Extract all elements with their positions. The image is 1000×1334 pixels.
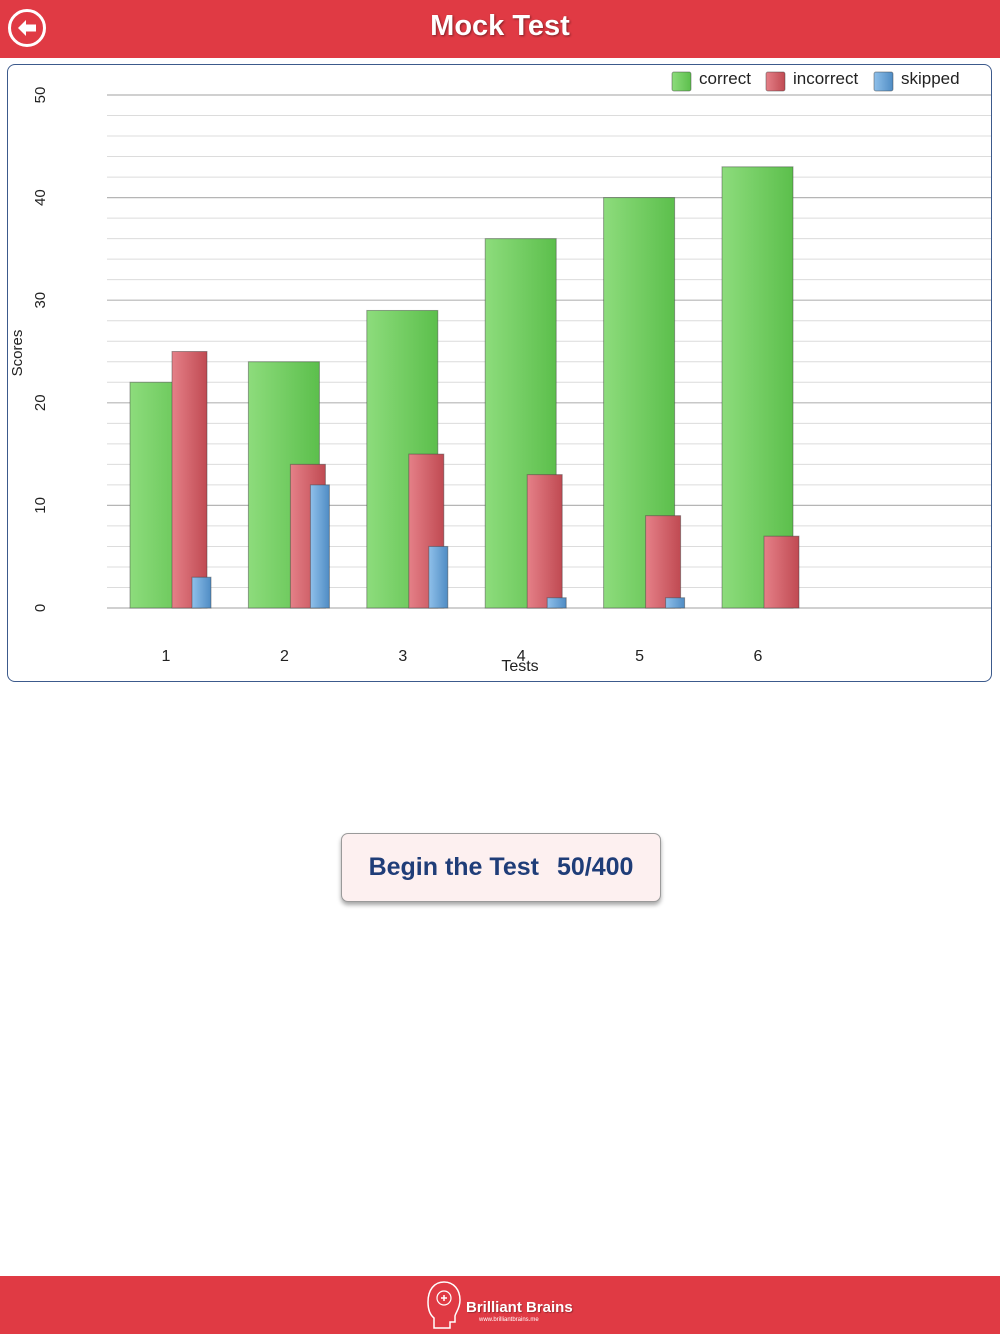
back-arrow-icon: [18, 20, 36, 36]
legend-swatch-incorrect: [765, 71, 786, 92]
begin-test-label: Begin the Test: [368, 853, 539, 881]
brain-head-logo-icon: [427, 1281, 461, 1329]
footer-bar: Brilliant Brains www.brilliantbrains.me: [0, 1276, 1000, 1334]
bar-skipped: [309, 484, 330, 609]
y-tick-label: 10: [32, 497, 49, 514]
y-tick-label: 30: [32, 292, 49, 309]
legend-swatch-correct: [671, 71, 692, 92]
begin-test-button[interactable]: Begin the Test 50/400: [341, 833, 661, 902]
legend-label-skipped: skipped: [901, 69, 960, 88]
brand-url: www.brilliantbrains.me: [479, 1317, 539, 1323]
y-axis-label: Scores: [9, 330, 26, 377]
scores-chart-panel: Scores Tests 0 10 20 30 40 50 1 2 3 4 5 6 correct in…: [7, 64, 992, 682]
bar-correct: [721, 166, 794, 609]
y-tick-label: 40: [32, 189, 49, 206]
bar-skipped: [428, 545, 449, 609]
x-tick-label: 3: [398, 648, 407, 665]
x-tick-label: 6: [754, 648, 763, 665]
legend-label-correct: correct: [699, 69, 751, 88]
page-title: Mock Test: [430, 10, 570, 42]
chart-legend: correct incorrect skipped: [671, 69, 960, 92]
bar-skipped: [191, 576, 212, 609]
x-tick-label: 4: [517, 648, 526, 665]
x-axis-label: Tests: [501, 658, 538, 675]
y-tick-label: 50: [32, 87, 49, 104]
brand-logo: Brilliant Brains www.brilliantbrains.me: [424, 1278, 584, 1334]
x-tick-label: 1: [162, 648, 171, 665]
bar-incorrect: [526, 474, 563, 609]
header-bar: Mock Test: [0, 0, 1000, 58]
scores-chart: Scores Tests 0 10 20 30 40 50 1 2 3 4 5 6 correct in…: [9, 69, 991, 675]
test-progress-count: 50/400: [556, 853, 634, 881]
brand-name: Brilliant Brains: [466, 1299, 573, 1316]
bar-skipped: [546, 597, 567, 609]
legend-label-incorrect: incorrect: [793, 69, 858, 88]
bar-skipped: [665, 597, 686, 609]
x-tick-label: 2: [280, 648, 289, 665]
y-tick-label: 0: [32, 604, 49, 612]
x-tick-label: 5: [635, 648, 644, 665]
legend-swatch-skipped: [873, 71, 894, 92]
bar-incorrect: [763, 535, 800, 609]
bar-incorrect: [645, 515, 682, 609]
back-button[interactable]: [8, 9, 46, 47]
bar-incorrect: [171, 351, 208, 609]
y-tick-label: 20: [32, 394, 49, 411]
